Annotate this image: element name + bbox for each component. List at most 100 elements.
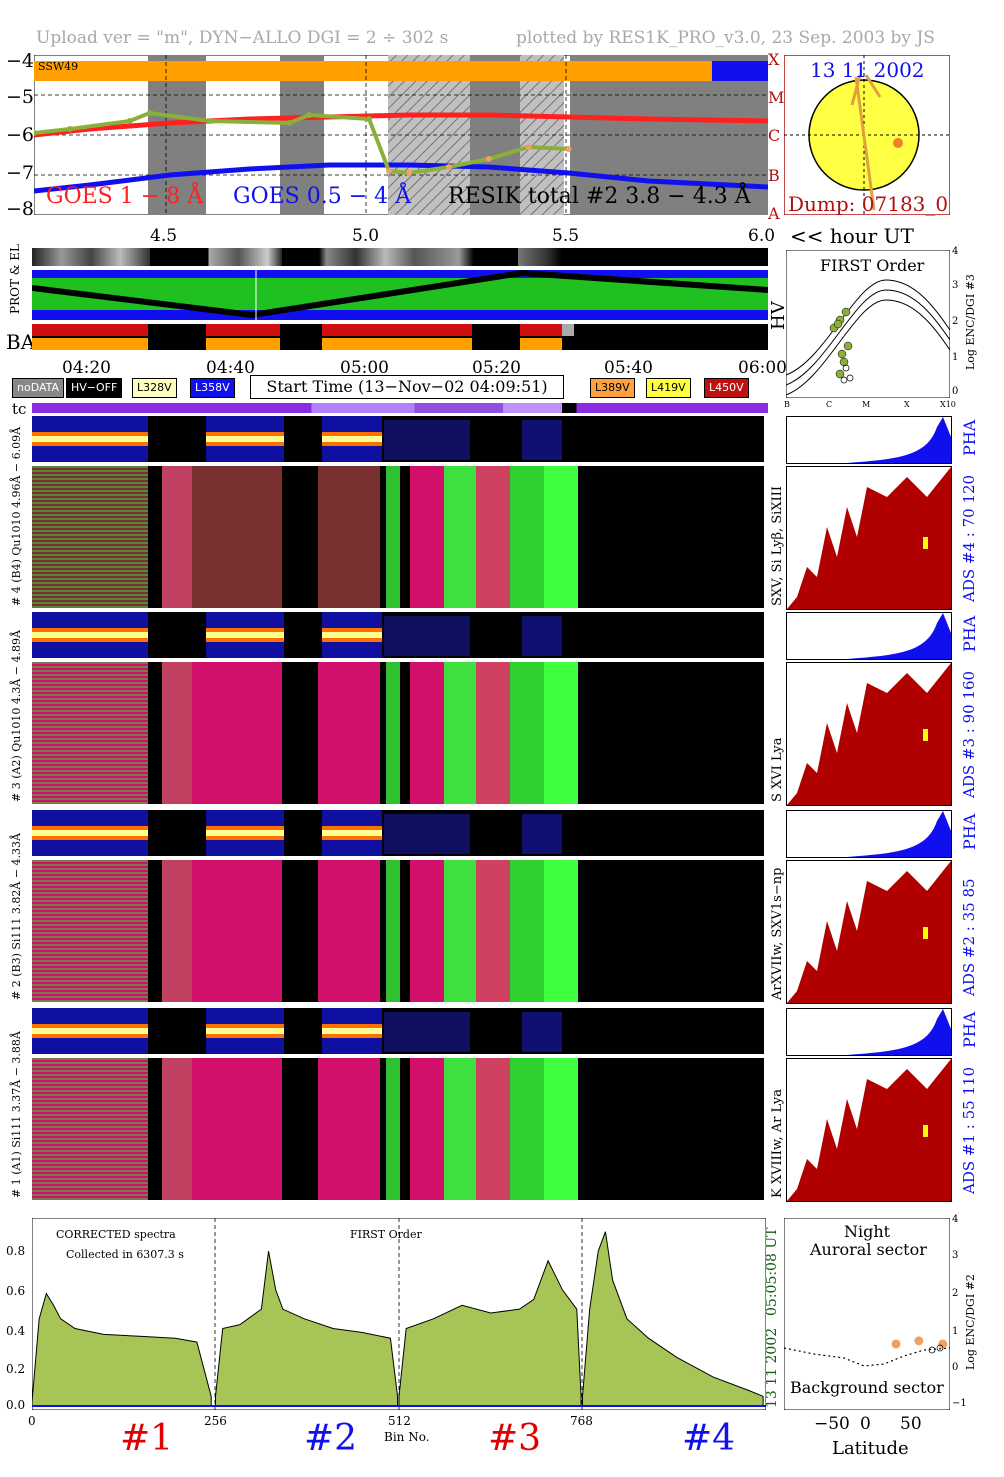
channel-label: # 1 (A1) Si111 3.37Å − 3.88Å [10,1031,23,1198]
spectrum-time: 05:05:08 UT [764,1227,780,1316]
sun-date: 13 11 2002 [810,58,925,82]
goes-ylabel: −8 [6,198,35,220]
time-tick: 04:20 [62,358,111,378]
ads-label: ADS #1 : 55 110 [960,1066,978,1194]
first-order-plot [786,250,950,398]
resik-point [525,144,532,150]
pha-histogram [786,810,952,858]
sun-panel [784,55,950,215]
spectrum-xtick: 768 [570,1414,593,1428]
legend-l328v: L328V [132,378,177,398]
first-order-xtick: B [784,400,790,409]
line-id-label: S XVI Lya [770,737,785,802]
exposure-strip [32,248,768,266]
hour-tick: 6.0 [748,226,776,246]
first-order-ytick: 1 [952,352,959,363]
pha-histogram [786,612,952,660]
saa-bar-orange [34,61,712,81]
channel-label: # 4 (B4) Qu1010 4.96Å − 6.09Å [10,426,23,606]
goes-ylabel: −4 [6,50,35,72]
first-order-ytick: 0 [952,386,959,397]
latitude-ytick: 2 [952,1288,959,1299]
resik-point [565,146,572,152]
first-order-xtick: X [904,400,910,409]
resik-point [405,170,412,176]
legend-l389v: L389V [590,378,635,398]
first-order-ytick: 3 [952,280,959,291]
latitude-ylabel: Log ENC/DGI #2 [964,1274,977,1370]
legend-resik: RESIK total #2 3.8 − 4.3 Å [448,184,751,209]
tc-label: tc [12,400,27,418]
latitude-ytick: −1 [952,1398,967,1409]
latitude-point [891,1339,901,1349]
latitude-ytick: 3 [952,1250,959,1261]
time-tick: 05:40 [604,358,653,378]
spectrum-note-collected: Collected in 6307.3 s [66,1248,184,1261]
pha-label: PHA [960,813,979,850]
spectrum-area [582,1231,764,1407]
spectrum-xtick: 256 [204,1414,227,1428]
ads-histogram [786,860,952,1004]
latitude-ytick: 4 [952,1214,959,1225]
saa-bar-blue [712,61,768,81]
spectrum-ytick: 0.8 [6,1244,26,1258]
pha-label: PHA [960,419,979,456]
prot-label: PROT & EL [8,244,22,314]
pha-time-strip [32,416,764,462]
resik-point [206,118,213,124]
latitude-plot [784,1218,950,1410]
spectrum-area [398,1259,582,1407]
legend-l419v: L419V [646,378,691,398]
pha-label: PHA [960,615,979,652]
time-tick: 05:00 [340,358,389,378]
legend-hv-off: HV−OFF [66,378,123,398]
spectrum-ytick: 0.6 [6,1284,26,1298]
spectrum-plot [32,1218,766,1410]
goes-series-line [34,162,768,194]
hour-tick: 4.5 [150,226,178,246]
spectrum-date: 13 11 2002 [764,1327,780,1408]
spectrum-area [32,1292,212,1407]
resik-point [445,164,452,170]
spectrogram [32,662,764,804]
first-order-xtick: M [862,400,871,409]
goes-ylabel: −6 [6,124,35,146]
flare-location [893,138,903,148]
pha-label: PHA [960,1011,979,1048]
legend-goes-1-8: GOES 1 − 8 Å [46,184,204,209]
first-order-title: FIRST Order [820,256,925,275]
time-tick: 04:40 [206,358,255,378]
latitude-point [914,1336,924,1346]
spectrum-note-corrected: CORRECTED spectra [56,1228,176,1241]
ba-label: BA [6,330,36,354]
saa-label: SSW49 [38,60,79,73]
resik-point [126,118,133,124]
resik-point [306,112,313,118]
latitude-title-auroral: Auroral sector [810,1240,927,1259]
header-left: Upload ver = "m", DYN−ALLO DGI = 2 ÷ 302… [36,28,449,48]
latitude-ytick: 1 [952,1326,959,1337]
hash-label-2: #2 [304,1418,358,1459]
line-id-label: ArXVIIw, SXV1s−np [770,867,785,1000]
spectrum-ytick: 0.4 [6,1324,26,1338]
spectrogram [32,860,764,1002]
particle-strip [32,270,768,320]
ads-histogram [786,466,952,610]
class-label: M [768,88,785,107]
hour-tick: 5.0 [352,226,380,246]
legend-nodata: noDATA [12,378,65,398]
tc-strip [32,403,768,413]
line-id-label: K XVIIIw, Ar Lya [770,1089,785,1198]
pha-histogram [786,1008,952,1056]
ads-label: ADS #2 : 35 85 [960,878,978,996]
dump-label: Dump: 07183_0 [788,192,949,216]
resik-point [366,116,373,122]
class-label: X [768,50,780,69]
hour-tick: 5.5 [552,226,580,246]
legend-goes-0.5-4: GOES 0.5 − 4 Å [233,184,412,209]
ads-histogram [786,1058,952,1202]
spectrum-ytick: 0.2 [6,1362,26,1376]
ba-strip [32,324,768,350]
time-tick: 05:20 [472,358,521,378]
latitude-point [938,1339,948,1349]
